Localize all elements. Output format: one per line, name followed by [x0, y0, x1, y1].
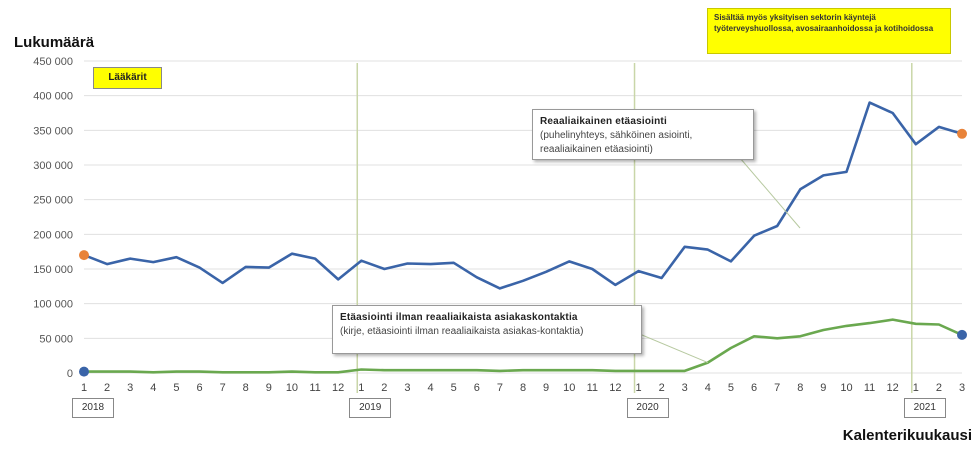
x-tick-label: 12 [609, 382, 621, 394]
end-marker-nonrealtime [957, 329, 967, 340]
annotation-realtime: Reaaliaikainen etäasiointi (puhelinyhtey… [532, 109, 754, 160]
y-tick-label: 300 000 [33, 160, 73, 172]
x-tick-label: 5 [728, 382, 734, 394]
x-tick-label: 6 [474, 382, 480, 394]
y-axis-title: Lukumäärä [14, 34, 95, 51]
x-tick-label: 6 [196, 382, 202, 394]
scope-note: Sisältää myös yksityisen sektorin käynte… [707, 8, 951, 54]
x-tick-label: 4 [428, 382, 434, 394]
y-tick-label: 450 000 [33, 56, 73, 68]
series-line-realtime [83, 101, 963, 290]
y-tick-labels: 0 50 000 100 000 150 000 200 000 250 000 300 0… [33, 56, 73, 380]
x-tick-labels: 1 2 3 4 5 6 7 8 9 10 11 12 1 2 3 4 5 6 7 8 9 10 11 12 1 2 3 4 5 6 7 8 9 1… [81, 382, 965, 394]
x-tick-label: 10 [286, 382, 298, 394]
x-tick-label: 7 [220, 382, 226, 394]
x-tick-label: 8 [797, 382, 803, 394]
start-marker-nonrealtime [79, 366, 89, 377]
x-tick-label: 11 [864, 382, 875, 394]
x-axis-title: Kalenterikuukausi [842, 427, 972, 444]
x-tick-label: 9 [820, 382, 826, 394]
x-tick-label: 7 [774, 382, 780, 394]
x-tick-label: 2 [936, 382, 942, 394]
x-tick-label: 9 [543, 382, 549, 394]
year-label: 2021 [903, 398, 946, 418]
y-tick-label: 350 000 [33, 125, 73, 137]
x-tick-label: 11 [587, 382, 598, 394]
leader-nonrealtime [629, 329, 709, 364]
annotation-nonrealtime: Etäasiointi ilman reaaliaikaista asiakas… [332, 305, 642, 354]
x-tick-label: 3 [127, 382, 133, 394]
series-lines [83, 101, 963, 374]
x-tick-label: 12 [332, 382, 344, 394]
y-tick-label: 100 000 [33, 299, 73, 311]
y-tick-label: 50 000 [39, 333, 73, 345]
x-tick-label: 7 [497, 382, 503, 394]
y-tick-label: 0 [67, 368, 73, 380]
x-tick-label: 1 [358, 382, 364, 394]
y-tick-label: 250 000 [33, 195, 73, 207]
x-tick-label: 8 [520, 382, 526, 394]
x-tick-label: 1 [81, 382, 87, 394]
year-label: 2019 [349, 398, 392, 418]
end-marker-realtime [957, 128, 967, 139]
annotation-realtime-desc: (puhelinyhteys, sähköinen asiointi, reaa… [540, 130, 693, 155]
x-tick-label: 8 [243, 382, 249, 394]
x-tick-label: 4 [705, 382, 711, 394]
y-tick-label: 200 000 [33, 229, 73, 241]
x-tick-label: 3 [959, 382, 965, 394]
x-tick-label: 5 [451, 382, 457, 394]
annotation-realtime-title: Reaaliaikainen etäasiointi [540, 116, 667, 127]
x-tick-label: 4 [150, 382, 156, 394]
annotation-leader-lines [629, 157, 801, 364]
x-tick-label: 10 [840, 382, 852, 394]
annotation-nonrealtime-title: Etäasiointi ilman reaaliaikaista asiakas… [340, 312, 578, 323]
x-tick-label: 1 [635, 382, 641, 394]
x-tick-label: 3 [404, 382, 410, 394]
x-tick-label: 3 [682, 382, 688, 394]
x-tick-label: 2 [104, 382, 110, 394]
x-tick-label: 6 [751, 382, 757, 394]
x-tick-label: 1 [913, 382, 919, 394]
x-tick-label: 2 [381, 382, 387, 394]
end-markers [79, 128, 967, 377]
x-tick-label: 5 [173, 382, 179, 394]
grid-lines [84, 60, 962, 374]
y-tick-label: 150 000 [33, 264, 73, 276]
x-tick-label: 2 [659, 382, 665, 394]
leader-realtime [739, 157, 801, 229]
x-tick-label: 10 [563, 382, 575, 394]
x-tick-label: 9 [266, 382, 272, 394]
year-label: 2020 [626, 398, 669, 418]
x-tick-label: 11 [309, 382, 320, 394]
profession-tag: Lääkärit [93, 67, 162, 89]
series-line-nonrealtime [84, 318, 963, 374]
start-marker-realtime [79, 250, 89, 261]
y-tick-label: 400 000 [33, 91, 73, 103]
year-label: 2018 [72, 398, 114, 418]
annotation-nonrealtime-desc: (kirje, etäasiointi ilman reaaliaikaista… [340, 326, 584, 337]
x-tick-label: 12 [887, 382, 899, 394]
